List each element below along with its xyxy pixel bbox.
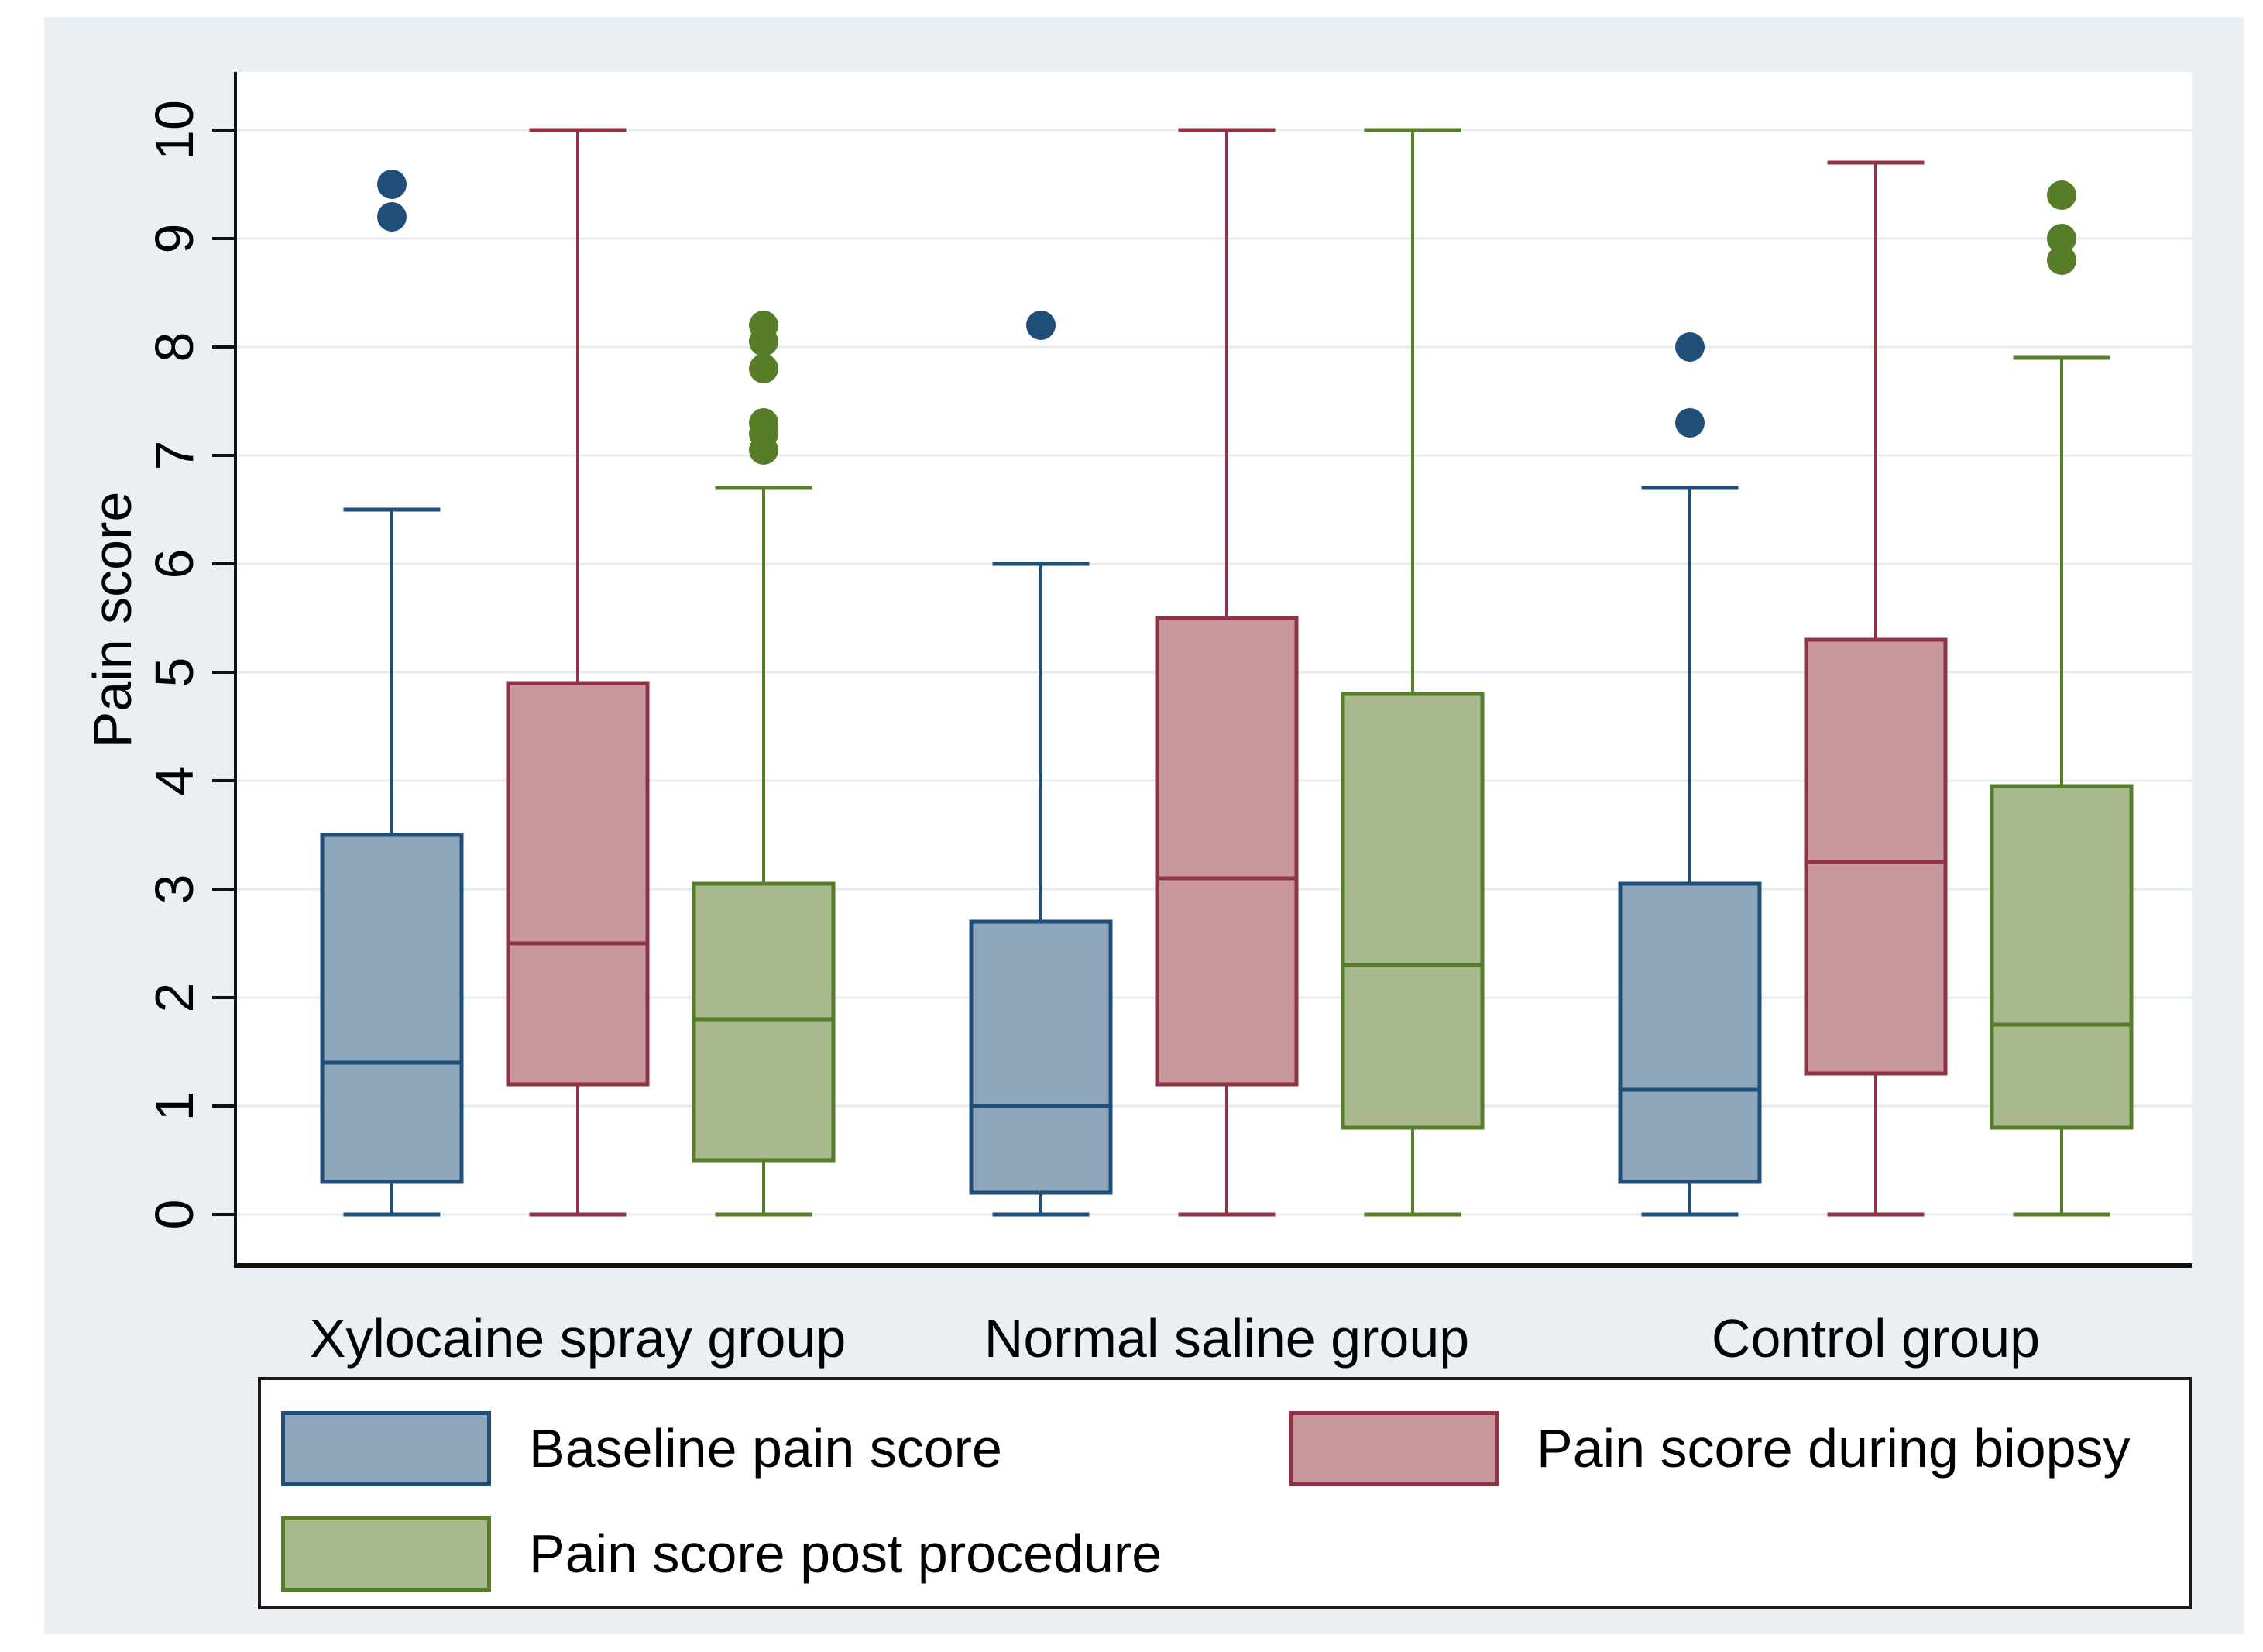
box bbox=[320, 833, 464, 1184]
y-tick-label: 9 bbox=[144, 224, 204, 254]
outlier-dot bbox=[1675, 408, 1705, 438]
outlier-dot bbox=[749, 354, 778, 383]
y-tick-label: 5 bbox=[144, 658, 204, 688]
outlier-dot bbox=[377, 170, 407, 199]
box bbox=[969, 919, 1113, 1195]
x-category-label-xylocaine: Xylocaine spray group bbox=[309, 1308, 846, 1369]
outlier-dot bbox=[1675, 332, 1705, 362]
box bbox=[1341, 692, 1485, 1130]
outlier-dot bbox=[2047, 246, 2076, 275]
legend-label-biopsy: Pain score during biopsy bbox=[1537, 1418, 2131, 1479]
box bbox=[1155, 616, 1299, 1087]
y-tick-label: 8 bbox=[144, 332, 204, 362]
outlier-dot bbox=[2047, 224, 2076, 253]
y-tick-label: 7 bbox=[144, 441, 204, 471]
legend: Baseline pain score Pain score during bi… bbox=[258, 1377, 2192, 1609]
outlier-dot bbox=[749, 311, 778, 340]
y-tick-label: 1 bbox=[144, 1091, 204, 1121]
outlier-dot bbox=[377, 202, 407, 232]
legend-key-biopsy bbox=[1289, 1411, 1499, 1486]
y-tick-label: 4 bbox=[144, 766, 204, 796]
outlier-dot bbox=[1026, 311, 1056, 340]
y-tick-label: 3 bbox=[144, 874, 204, 905]
y-tick-label: 2 bbox=[144, 983, 204, 1013]
x-category-label-control: Control group bbox=[1711, 1308, 2041, 1369]
box bbox=[1618, 881, 1762, 1184]
box bbox=[506, 681, 650, 1087]
y-tick-label: 6 bbox=[144, 549, 204, 579]
legend-key-post-procedure bbox=[281, 1516, 491, 1592]
outlier-dot bbox=[2047, 180, 2076, 210]
x-category-label-saline: Normal saline group bbox=[984, 1308, 1470, 1369]
box bbox=[692, 881, 836, 1163]
legend-label-baseline: Baseline pain score bbox=[529, 1418, 1002, 1479]
box bbox=[1804, 637, 1948, 1076]
legend-key-baseline bbox=[281, 1411, 491, 1486]
box bbox=[1990, 784, 2134, 1130]
y-tick-label: 0 bbox=[144, 1200, 204, 1230]
y-tick-label: 10 bbox=[144, 100, 204, 160]
y-axis-title: Pain score bbox=[82, 491, 143, 748]
outlier-dot bbox=[749, 408, 778, 438]
legend-label-post-procedure: Pain score post procedure bbox=[529, 1523, 1162, 1584]
